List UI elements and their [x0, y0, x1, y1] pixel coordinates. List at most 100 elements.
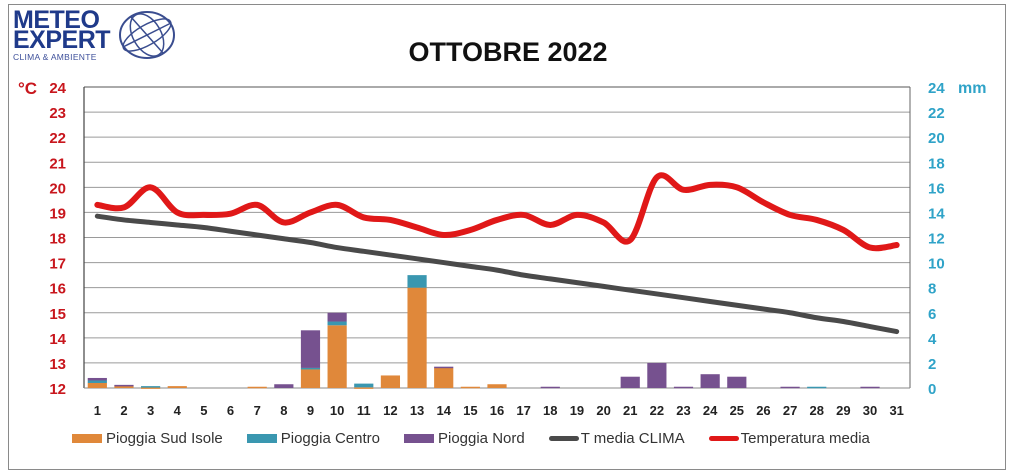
legend-line-swatch — [708, 436, 739, 441]
rain-bar — [407, 275, 427, 288]
rain-bar — [354, 387, 374, 389]
rain-bar — [673, 386, 694, 389]
legend-item: Pioggia Sud Isole — [72, 430, 223, 447]
right-tick-label: 0 — [928, 381, 936, 398]
left-tick-label: 21 — [49, 155, 66, 172]
legend-item: Pioggia Centro — [246, 430, 380, 447]
x-tick-label: 2 — [120, 403, 127, 418]
rain-bar — [700, 374, 720, 388]
x-tick-label: 8 — [280, 403, 287, 418]
right-tick-label: 22 — [928, 105, 945, 122]
x-tick-label: 25 — [730, 403, 744, 418]
legend-label: Temperatura media — [740, 430, 870, 447]
right-tick-label: 14 — [928, 205, 945, 222]
left-axis-unit: °C — [18, 79, 37, 98]
x-tick-label: 24 — [703, 403, 718, 418]
globe-icon — [119, 11, 175, 59]
x-tick-label: 5 — [200, 403, 207, 418]
logo-tagline: CLIMA & AMBIENTE — [13, 52, 97, 62]
rain-bar — [860, 386, 880, 389]
rain-bar — [380, 375, 401, 388]
t-media-clima-line — [94, 213, 900, 335]
right-tick-label: 16 — [928, 180, 945, 197]
right-tick-label: 18 — [928, 155, 945, 172]
x-tick-label: 14 — [436, 403, 451, 418]
x-tick-label: 1 — [94, 403, 101, 418]
x-tick-label: 4 — [174, 403, 182, 418]
rain-bar — [247, 386, 267, 389]
legend-label: T media CLIMA — [580, 430, 685, 447]
left-tick-label: 19 — [49, 205, 66, 222]
right-tick-label: 2 — [928, 356, 936, 373]
x-tick-label: 10 — [330, 403, 344, 418]
rain-bar — [460, 386, 480, 389]
rain-bar — [327, 325, 347, 388]
x-tick-label: 9 — [307, 403, 314, 418]
left-tick-label: 20 — [49, 180, 66, 197]
legend-label: Pioggia Sud Isole — [106, 430, 223, 447]
left-tick-label: 17 — [49, 256, 66, 273]
right-tick-label: 12 — [928, 231, 945, 248]
temperatura-media-line — [94, 172, 900, 252]
rain-bar — [354, 383, 374, 388]
rain-bar — [141, 387, 161, 389]
legend-swatch — [246, 434, 277, 443]
right-tick-label: 4 — [928, 331, 937, 348]
legend-line-swatch — [548, 436, 579, 441]
rain-bar — [87, 380, 107, 383]
left-tick-label: 12 — [49, 381, 66, 398]
right-tick-label: 20 — [928, 130, 945, 147]
logo-line2: EXPERT — [13, 26, 111, 54]
logo-line1: METEO — [13, 6, 100, 34]
legend-item: Pioggia Nord — [403, 430, 525, 447]
left-tick-label: 18 — [49, 231, 66, 248]
rain-bar — [620, 376, 640, 388]
x-tick-label: 28 — [810, 403, 824, 418]
legend-swatch — [403, 434, 434, 443]
x-tick-label: 27 — [783, 403, 797, 418]
rain-bar — [114, 384, 134, 387]
rain-bar — [327, 312, 347, 322]
left-tick-label: 14 — [49, 331, 66, 348]
legend-swatch — [72, 434, 102, 443]
x-tick-label: 6 — [227, 403, 234, 418]
rain-bar — [327, 321, 347, 326]
x-tick-label: 26 — [756, 403, 770, 418]
rain-bar — [300, 367, 321, 370]
legend-item: T media CLIMA — [548, 430, 685, 447]
rain-bar — [141, 386, 161, 388]
rain-bar — [434, 366, 454, 369]
right-tick-label: 10 — [928, 256, 945, 273]
x-tick-label: 20 — [596, 403, 610, 418]
x-tick-label: 29 — [836, 403, 850, 418]
x-tick-label: 16 — [490, 403, 504, 418]
legend-label: Pioggia Nord — [437, 430, 525, 447]
x-tick-label: 18 — [543, 403, 557, 418]
chart-legend: Pioggia Sud Isole Pioggia Centro Pioggia N… — [72, 430, 894, 447]
x-tick-label: 19 — [570, 403, 584, 418]
left-tick-label: 24 — [49, 80, 66, 97]
legend-item: Temperatura media — [708, 430, 870, 447]
x-tick-label: 17 — [516, 403, 530, 418]
rain-bar — [87, 382, 107, 388]
x-tick-label: 31 — [889, 403, 903, 418]
right-axis-unit: mm — [958, 80, 986, 97]
x-tick-label: 3 — [147, 403, 154, 418]
rain-bar — [540, 386, 560, 389]
legend-label: Pioggia Centro — [280, 430, 380, 447]
meteo-expert-logo: METEO EXPERT CLIMA & AMBIENTE — [9, 7, 189, 63]
right-tick-label: 8 — [928, 281, 936, 298]
x-tick-label: 23 — [676, 403, 690, 418]
left-tick-label: 16 — [49, 281, 66, 298]
rain-bar — [114, 385, 134, 388]
rain-bar — [300, 369, 321, 388]
x-tick-label: 13 — [410, 403, 424, 418]
rain-bar — [727, 376, 747, 388]
rain-bar — [274, 384, 294, 388]
rain-bar — [807, 386, 827, 389]
x-tick-label: 21 — [623, 403, 637, 418]
chart-title: OTTOBRE 2022 — [408, 37, 608, 67]
x-tick-label: 15 — [463, 403, 477, 418]
x-tick-label: 30 — [863, 403, 877, 418]
